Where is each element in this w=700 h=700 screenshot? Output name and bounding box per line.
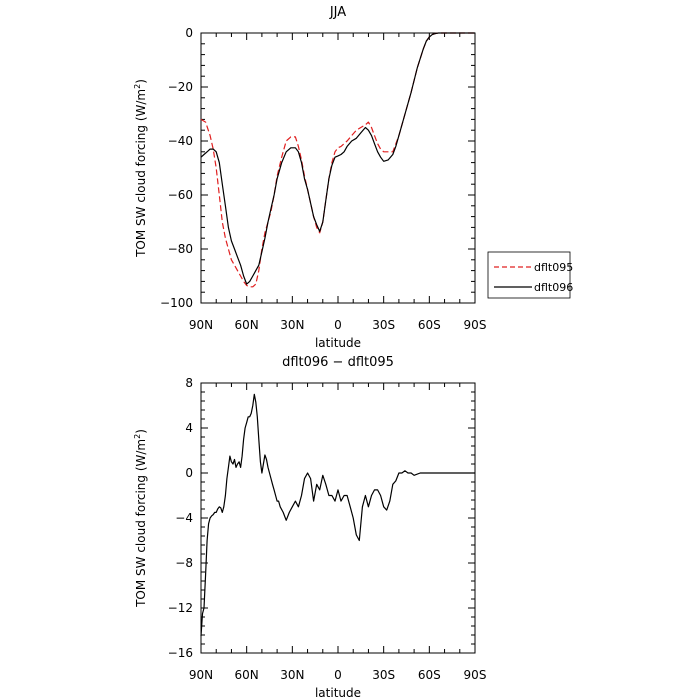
x-tick-label: 30N [280,318,304,332]
y-tick-label: 8 [185,376,193,390]
x-tick-label: 0 [334,318,342,332]
y-tick-label: −80 [168,242,193,256]
y-tick-label: 4 [185,421,193,435]
x-tick-label: 30N [280,668,304,682]
bottom-x-axis-label: latitude [315,686,361,700]
x-tick-label: 60S [418,668,441,682]
x-tick-label: 90N [189,668,213,682]
legend-label-dflt096: dflt096 [534,281,573,294]
y-tick-label: −16 [168,646,193,660]
y-tick-label: −100 [160,296,193,310]
legend-label-dflt095: dflt095 [534,261,573,274]
bottom-y-axis-label: TOM SW cloud forcing (W/m2) [133,429,148,608]
x-tick-label: 60N [235,668,259,682]
x-tick-label: 0 [334,668,342,682]
y-tick-label: 0 [185,26,193,40]
top-x-axis-label: latitude [315,336,361,350]
top-y-axis-label: TOM SW cloud forcing (W/m2) [133,79,148,258]
bottom-panel: dflt096 − dflt095 TOM SW cloud forcing (… [133,355,486,700]
legend: dflt095 dflt096 [487,251,573,299]
x-tick-label: 90S [464,668,487,682]
legend-box [487,251,571,299]
x-tick-label: 30S [372,668,395,682]
bottom-axis-ticks: 90N 60N 30N 0 30S 60S 90S 8 4 0 −4 −8 −12 −16 [168,376,487,682]
y-tick-label: −60 [168,188,193,202]
top-series-lines [200,32,475,288]
top-chart-title: JJA [329,5,346,20]
y-tick-label: −8 [175,556,193,570]
series-line [200,393,475,637]
bottom-plot-frame [200,382,476,654]
top-axis-ticks: 90N 60N 30N 0 30S 60S 90S 0 −20 −40 −60 −80 −100 [160,26,486,332]
top-plot-frame [200,32,476,304]
x-tick-label: 60N [235,318,259,332]
y-tick-label: 0 [185,466,193,480]
y-tick-label: −12 [168,601,193,615]
bottom-series-lines [200,393,475,637]
series-line-dflt096 [200,32,475,285]
top-panel: JJA TOM SW cloud forcing (W/m2) latitude… [133,5,486,350]
y-tick-label: −4 [175,511,193,525]
x-tick-label: 30S [372,318,395,332]
x-tick-label: 90N [189,318,213,332]
bottom-chart-title: dflt096 − dflt095 [282,355,394,370]
series-line-dflt095 [200,32,475,288]
x-tick-label: 90S [464,318,487,332]
x-tick-label: 60S [418,318,441,332]
y-tick-label: −40 [168,134,193,148]
y-tick-label: −20 [168,80,193,94]
